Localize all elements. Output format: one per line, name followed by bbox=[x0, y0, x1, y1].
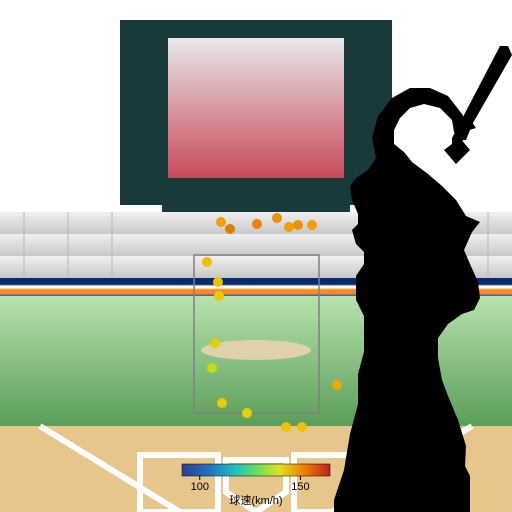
pitch-location-chart: 100 150 球速(km/h) bbox=[0, 0, 512, 512]
chart-svg: 100 150 球速(km/h) bbox=[0, 0, 512, 512]
pitch-marker bbox=[225, 224, 235, 234]
pitch-marker bbox=[216, 217, 226, 227]
pitch-marker bbox=[210, 338, 220, 348]
pitch-marker bbox=[284, 222, 294, 232]
pitch-marker bbox=[202, 257, 212, 267]
pitch-marker bbox=[252, 219, 262, 229]
pitch-marker bbox=[213, 277, 223, 287]
pitch-marker bbox=[217, 398, 227, 408]
pitch-marker bbox=[307, 220, 317, 230]
pitch-marker bbox=[297, 422, 307, 432]
pitch-marker bbox=[281, 422, 291, 432]
scoreboard-screen bbox=[168, 38, 344, 178]
pitch-marker bbox=[332, 380, 342, 390]
pitch-marker bbox=[293, 220, 303, 230]
legend-tick-label: 100 bbox=[191, 481, 209, 493]
legend-title: 球速(km/h) bbox=[229, 493, 282, 507]
legend-colorbar bbox=[182, 464, 330, 476]
pitch-marker bbox=[214, 291, 224, 301]
pitch-marker bbox=[272, 213, 282, 223]
legend-tick-label: 150 bbox=[291, 481, 309, 493]
pitch-marker bbox=[242, 408, 252, 418]
pitch-marker bbox=[207, 363, 217, 373]
